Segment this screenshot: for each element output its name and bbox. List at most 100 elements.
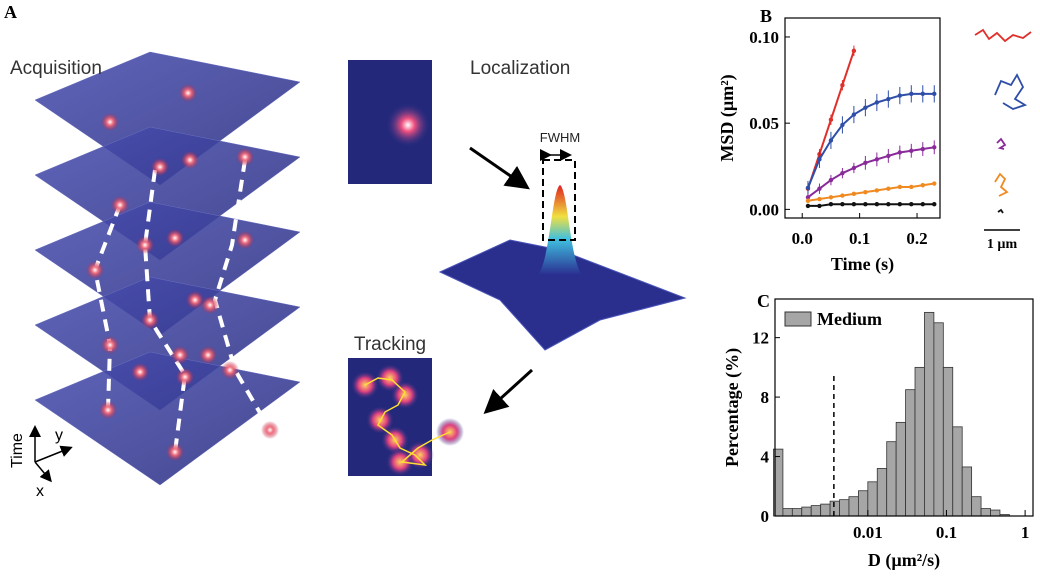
acquisition-frame — [35, 352, 300, 485]
msd-point — [932, 202, 936, 206]
msd-point — [829, 202, 833, 206]
legend-label: Medium — [817, 309, 882, 329]
histogram-bar — [906, 390, 915, 516]
msd-point — [909, 185, 913, 189]
y-tick-label: 0 — [761, 507, 770, 526]
molecule-spot — [166, 443, 184, 461]
x-axis-title: Time (s) — [831, 254, 894, 275]
histogram-bar — [981, 509, 990, 516]
histogram-bar — [858, 491, 867, 516]
histogram-bar — [924, 312, 933, 516]
msd-point — [898, 202, 902, 206]
histogram-bar — [802, 507, 811, 516]
figure: A Acquisition Localization FWHM Tracking… — [0, 0, 1040, 576]
msd-point — [806, 199, 810, 203]
example-trajectory — [997, 139, 1005, 149]
molecule-spot — [131, 363, 149, 381]
msd-point — [921, 92, 925, 96]
psf-spot — [386, 103, 430, 147]
y-axis-title: MSD (µm²) — [717, 74, 738, 161]
msd-line — [808, 147, 934, 197]
msd-point — [840, 123, 844, 127]
y-axis-title: Percentage (%) — [722, 348, 743, 467]
molecule-spot — [151, 158, 169, 176]
fwhm-label: FWHM — [540, 130, 580, 145]
msd-point — [898, 185, 902, 189]
x-tick-label: 0.01 — [853, 523, 883, 542]
histogram-bar — [840, 500, 849, 516]
msd-point — [932, 92, 936, 96]
msd-point — [817, 204, 821, 208]
msd-point — [852, 192, 856, 196]
msd-point — [840, 171, 844, 175]
histogram-bar — [792, 509, 801, 516]
y-tick-label: 0.10 — [749, 28, 779, 47]
example-trajectory — [995, 75, 1025, 109]
histogram-bar — [991, 510, 1000, 516]
histogram-bar — [962, 467, 971, 516]
x-tick-label: 0.1 — [936, 523, 957, 542]
msd-point — [852, 166, 856, 170]
msd-point — [875, 188, 879, 192]
msd-point — [932, 145, 936, 149]
msd-point — [863, 202, 867, 206]
molecule-spot — [166, 229, 184, 247]
flow-arrow — [488, 370, 532, 410]
y-tick-label: 12 — [752, 329, 769, 348]
x-axis-label: x — [36, 483, 44, 500]
acquisition-label: Acquisition — [10, 58, 102, 79]
molecule-spot — [176, 368, 194, 386]
y-tick-label: 0.00 — [749, 200, 779, 219]
msd-point — [806, 204, 810, 208]
msd-point — [875, 202, 879, 206]
msd-point — [817, 197, 821, 201]
y-tick-label: 8 — [761, 388, 770, 407]
molecule-spot — [101, 336, 119, 354]
x-tick-label: 0.1 — [849, 229, 870, 248]
histogram-bar — [953, 427, 962, 516]
histogram-bar — [821, 504, 830, 516]
msd-point — [875, 157, 879, 161]
molecule-spot — [199, 346, 217, 364]
localization-label: Localization — [470, 58, 570, 79]
molecule-spot — [141, 311, 159, 329]
x-tick-label: 0.0 — [792, 229, 813, 248]
msd-line — [808, 204, 934, 206]
legend-swatch — [785, 312, 811, 326]
msd-point — [886, 186, 890, 190]
time-axis-label: Time — [9, 433, 26, 468]
x-axis-title: D (µm²/s) — [868, 550, 940, 571]
msd-point — [829, 138, 833, 142]
msd-point — [852, 202, 856, 206]
molecule-spot — [179, 84, 197, 102]
histogram-bar — [896, 422, 905, 516]
msd-point — [886, 97, 890, 101]
msd-point — [829, 178, 833, 182]
histogram-bar — [972, 497, 981, 516]
msd-point — [921, 147, 925, 151]
msd-line — [808, 184, 934, 201]
msd-point — [909, 202, 913, 206]
msd-point — [921, 183, 925, 187]
msd-point — [829, 195, 833, 199]
msd-point — [806, 186, 810, 190]
molecule-spot — [236, 148, 254, 166]
msd-point — [863, 190, 867, 194]
histogram-bar — [811, 506, 820, 516]
histogram-bar — [849, 497, 858, 516]
histogram-bar — [830, 501, 839, 516]
x-arrow — [35, 462, 50, 480]
example-trajectory — [998, 210, 1003, 213]
molecule-spot — [99, 401, 117, 419]
msd-point — [909, 149, 913, 153]
msd-point — [886, 154, 890, 158]
tracking-label: Tracking — [354, 334, 426, 355]
msd-point — [932, 181, 936, 185]
histogram-bar — [868, 482, 877, 516]
msd-point — [840, 202, 844, 206]
molecule-spot — [171, 346, 189, 364]
molecule-spot — [136, 236, 154, 254]
msd-point — [875, 100, 879, 104]
